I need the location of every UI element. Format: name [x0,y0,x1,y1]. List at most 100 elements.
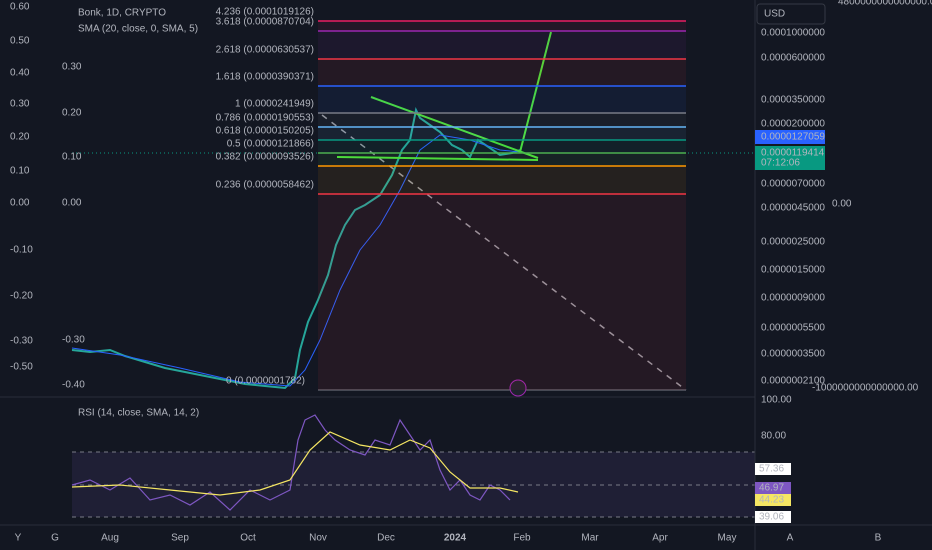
time-label: Aug [101,533,119,544]
left-axis-label: 0.10 [10,166,30,177]
fib-zone [318,59,686,86]
far-axis-label: 4800000000000000.00 [838,0,932,8]
fib-zone [318,86,686,113]
time-label: Dec [377,533,395,544]
far-axis-label: -1000000000000000.00 [812,383,919,394]
current-price-badge [755,146,825,170]
indicator-label: SMA (20, close, 0, SMA, 5) [78,24,198,35]
time-label: 2024 [444,533,467,544]
currency-box[interactable] [756,3,826,25]
time-label: Nov [309,533,327,544]
price-label: 0.0000015000 [761,265,825,276]
fib-label: 1.618 (0.0000390371) [216,72,314,83]
fib-label: 3.618 (0.0000870704) [216,17,314,28]
currency: USD [764,9,785,20]
time-label: Feb [513,533,531,544]
left-axis-label: 0.00 [10,198,30,209]
trend-dashed [321,114,687,391]
time-label: Apr [652,533,668,544]
rsi-badge [755,511,791,523]
left-axis-label: 0.50 [10,36,30,47]
price-label: 0.0000009000 [761,293,825,304]
event-icon[interactable] [509,379,527,397]
left-axis-label: 0.00 [62,198,82,209]
left-axis-label: -0.30 [62,335,85,346]
rsi-badge-label: 57.36 [759,464,784,475]
time-label: Oct [240,533,256,544]
left-axis-label: -0.30 [10,336,33,347]
fib-label: 0.786 (0.0000190553) [216,113,314,124]
sma-line [71,134,521,387]
corner-button[interactable]: B [875,533,882,544]
fib-label: 0.382 (0.0000093526) [216,152,314,163]
fib-label: 0.236 (0.0000058462) [216,180,314,191]
fib-label: 0.5 (0.0000121866) [227,139,314,150]
fib-zone [318,140,686,153]
fib-zone [318,127,686,140]
rsi-sma [71,431,519,496]
rsi-axis-label: 80.00 [761,431,786,442]
countdown: 07:12:06 [761,158,800,169]
price-label: 0.0000600000 [761,53,825,64]
price-label: 0.0001000000 [761,28,825,39]
current-price: 0.0000119414 [761,148,825,159]
left-axis-label: -0.50 [10,362,33,373]
time-label: May [718,533,737,544]
triangle-lower [336,156,539,161]
rsi-badge [755,463,791,475]
rsi-badge [755,494,791,506]
fib-zone [318,31,686,59]
fib-zone [318,153,686,166]
rsi-badge-label: 46.97 [759,483,784,494]
fib-zone [318,194,686,390]
price-label: 0.0000045000 [761,203,825,214]
left-axis-label: -0.10 [10,245,33,256]
fib-zone [318,166,686,194]
corner-button[interactable]: G [51,533,59,544]
fib-zone [318,21,686,31]
symbol: Bonk, 1D, CRYPTO [78,8,166,19]
left-axis-label: 0.30 [10,99,30,110]
rsi-badge-label: 39.06 [759,512,784,523]
price-label: 0.0000350000 [761,95,825,106]
left-axis-label: 0.40 [10,68,30,79]
left-axis-label: 0.10 [62,152,82,163]
price-label: 0.0000002100 [761,376,825,387]
rsi-line [71,414,511,511]
price-label: 0.0000070000 [761,179,825,190]
price-label: 0.0000025000 [761,237,825,248]
price-path [71,106,521,390]
rsi-band [72,452,755,517]
fib-zone [318,113,686,127]
corner-button[interactable]: A [787,533,794,544]
rsi-title: RSI (14, close, SMA, 14, 2) [78,408,199,419]
corner-button[interactable]: Y [15,533,22,544]
fib-label: 2.618 (0.0000630537) [216,45,314,56]
projection [519,31,552,153]
left-axis-label: -0.20 [10,291,33,302]
left-axis-label: 0.20 [62,108,82,119]
price-label: 0.0000200000 [761,119,825,130]
price-label: 0.0000003500 [761,349,825,360]
time-label: Sep [171,533,189,544]
left-axis-label: 0.30 [62,62,82,73]
last-price-badge [755,130,825,144]
left-axis-label: 0.20 [10,132,30,143]
price-label: 0.0000005500 [761,323,825,334]
rsi-badge [755,482,791,494]
fib-label: 0 (0.0000001782) [226,376,305,387]
fib-label: 0.618 (0.0000150205) [216,126,314,137]
rsi-axis-label: 100.00 [761,395,792,406]
left-axis-label: -0.40 [62,380,85,391]
time-label: Mar [581,533,599,544]
far-axis-label: 0.00 [832,199,852,210]
left-axis-label: 0.60 [10,2,30,13]
fib-label: 1 (0.0000241949) [235,99,314,110]
rsi-badge-label: 44.23 [759,495,784,506]
fib-label: 4.236 (0.0001019126) [216,7,314,18]
last-price: 0.0000127059 [761,132,825,143]
